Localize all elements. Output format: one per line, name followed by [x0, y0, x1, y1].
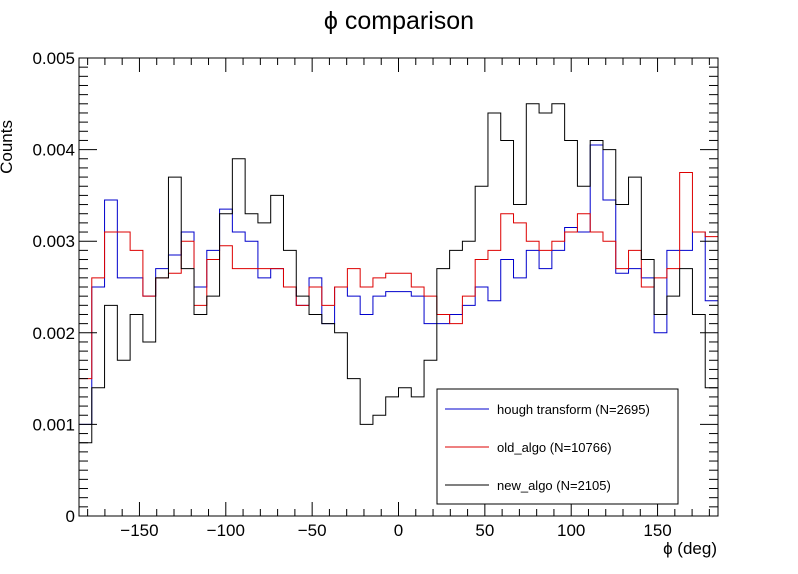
y-tick-label: 0.001 [32, 415, 75, 434]
x-tick-label: 50 [475, 521, 494, 540]
series-line-1 [78, 144, 719, 516]
x-axis-title: ϕ (deg) [663, 539, 717, 558]
x-tick-label: −100 [207, 521, 245, 540]
x-tick-label: −150 [120, 521, 158, 540]
y-axis-title: Counts [0, 120, 16, 174]
y-tick-label: 0.005 [32, 49, 75, 68]
chart-title: ϕ comparison [324, 7, 474, 35]
x-tick-label: 0 [394, 521, 403, 540]
histogram-layer [78, 103, 719, 516]
x-tick-label: −50 [298, 521, 327, 540]
x-tick-label: 100 [557, 521, 585, 540]
y-tick-label: 0.002 [32, 324, 75, 343]
legend: hough transform (N=2695) old_algo (N=1076… [436, 388, 679, 505]
x-tick-label: 150 [643, 521, 671, 540]
y-tick-label: 0.003 [32, 232, 75, 251]
axes-layer: −150 −100 −50 0 50 100 150 0 0.001 0.002 0.003 0.00… [32, 49, 719, 540]
series-line-3 [78, 103, 719, 516]
y-tick-label: 0.004 [32, 141, 75, 160]
y-tick-label: 0 [66, 507, 75, 526]
legend-label-2: old_algo (N=10766) [497, 440, 612, 455]
legend-label-3: new_algo (N=2105) [497, 478, 611, 493]
legend-label-1: hough transform (N=2695) [497, 402, 650, 417]
